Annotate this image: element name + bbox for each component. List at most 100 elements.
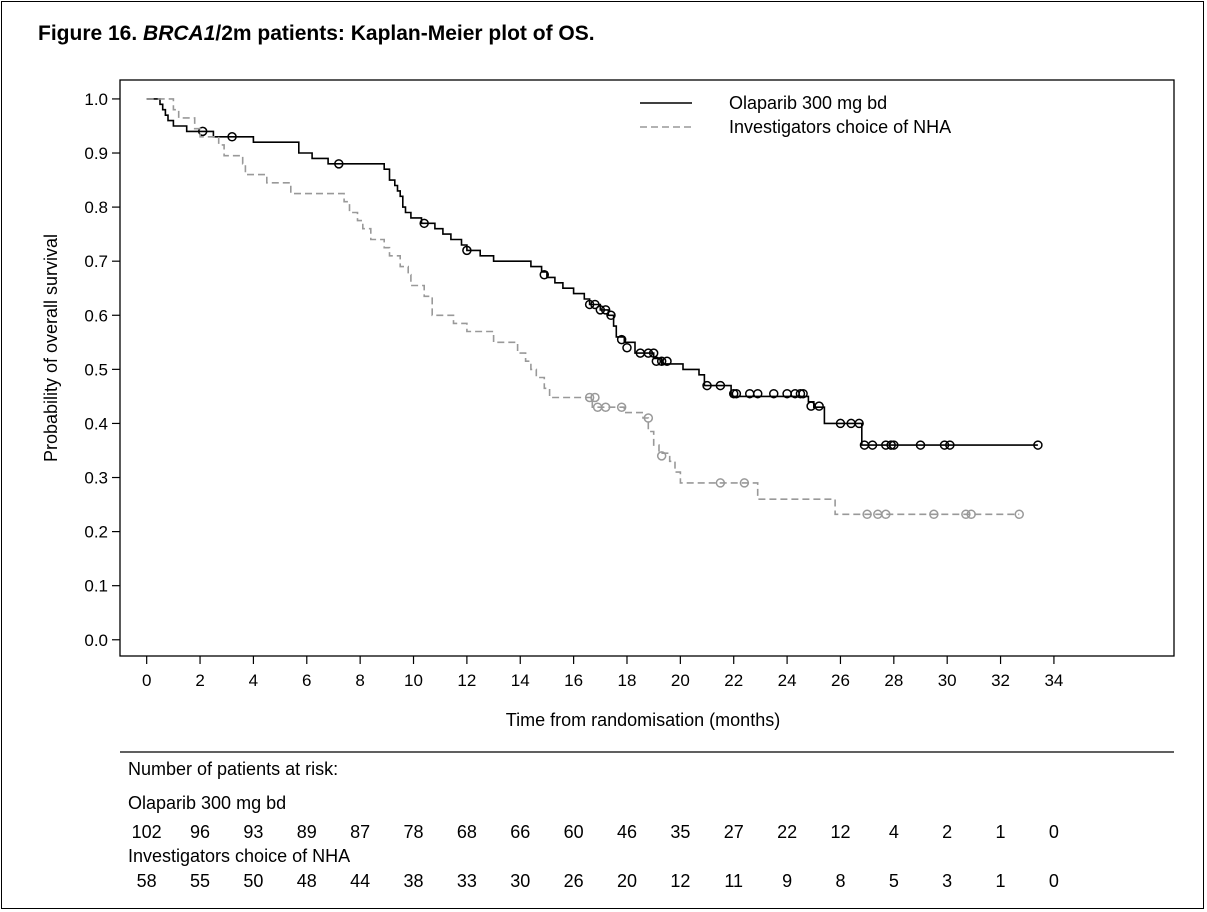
censor-mark <box>616 334 627 345</box>
censor-mark <box>798 388 808 399</box>
y-tick-label: 0.1 <box>84 577 108 596</box>
censor-mark <box>889 440 899 450</box>
censor-mark <box>662 356 672 366</box>
y-tick-label: 0.6 <box>84 306 108 325</box>
censor-mark <box>419 218 429 229</box>
censor-mark <box>656 451 667 461</box>
at-risk-count: 11 <box>724 871 743 891</box>
censor-mark <box>616 402 627 412</box>
at-risk-count: 96 <box>190 822 210 842</box>
at-risk-count: 1 <box>996 822 1006 842</box>
at-risk-count: 102 <box>132 822 162 842</box>
figure-title-italic: BRCA1 <box>143 22 216 45</box>
at-risk-count: 22 <box>777 822 797 842</box>
at-risk-count: 66 <box>510 822 530 842</box>
y-tick-label: 0.8 <box>84 198 108 217</box>
censor-mark <box>702 380 712 391</box>
censor-mark <box>643 348 654 358</box>
legend-label-0: Olaparib 300 mg bd <box>729 93 887 113</box>
at-risk-count: 0 <box>1049 871 1059 891</box>
at-risk-count: 46 <box>617 822 637 842</box>
censor-mark <box>1014 509 1024 520</box>
at-risk-count: 68 <box>457 822 477 842</box>
censor-mark <box>715 380 726 391</box>
at-risk-count: 5 <box>889 871 899 891</box>
censor-mark <box>1033 440 1043 450</box>
x-tick-label: 32 <box>991 671 1010 690</box>
x-tick-label: 10 <box>404 671 423 690</box>
censor-mark <box>966 509 976 520</box>
at-risk-count: 87 <box>350 822 370 842</box>
censor-mark <box>584 299 595 310</box>
at-risk-count: 0 <box>1049 822 1059 842</box>
at-risk-count: 89 <box>297 822 317 842</box>
at-risk-count: 50 <box>243 871 263 891</box>
y-tick-label: 0.9 <box>84 144 108 163</box>
x-axis-label: Time from randomisation (months) <box>506 710 780 730</box>
x-tick-label: 2 <box>195 671 204 690</box>
at-risk-count: 35 <box>670 822 690 842</box>
censor-mark <box>886 440 896 450</box>
censor-mark <box>814 401 824 411</box>
at-risk-count: 30 <box>510 871 530 891</box>
at-risk-count: 12 <box>670 871 690 891</box>
y-axis: 0.0 0.1 0.2 0.3 0.4 0.5 0.6 0.7 0.8 0.9 1.0 <box>84 90 120 650</box>
at-risk-count: 1 <box>996 871 1006 891</box>
series-layer <box>146 98 1043 520</box>
censor-mark <box>648 348 659 358</box>
y-tick-label: 0.0 <box>84 631 108 650</box>
y-tick-label: 0.2 <box>84 523 108 542</box>
y-tick-label: 1.0 <box>84 90 108 109</box>
censor-mark <box>915 440 926 450</box>
y-tick-label: 0.4 <box>84 414 108 433</box>
censor-mark <box>606 310 616 321</box>
censor-mark <box>590 299 600 310</box>
at-risk-count: 4 <box>889 822 899 842</box>
at-risk-count: 58 <box>137 871 157 891</box>
x-tick-label: 18 <box>618 671 637 690</box>
at-risk-group-label-1: Investigators choice of NHA <box>128 846 350 866</box>
censor-mark <box>651 356 662 366</box>
censor-mark <box>961 509 971 520</box>
censor-mark <box>600 305 611 315</box>
x-tick-label: 30 <box>938 671 957 690</box>
at-risk-count: 9 <box>782 871 792 891</box>
x-tick-label: 14 <box>511 671 530 690</box>
censor-mark <box>728 388 739 399</box>
y-tick-label: 0.5 <box>84 360 108 379</box>
at-risk-count: 3 <box>942 871 952 891</box>
at-risk-heading: Number of patients at risk: <box>128 759 338 779</box>
x-tick-label: 22 <box>724 671 743 690</box>
censor-mark <box>862 509 872 520</box>
x-tick-label: 34 <box>1044 671 1063 690</box>
censor-mark <box>334 159 344 169</box>
x-tick-label: 26 <box>831 671 850 690</box>
censor-mark <box>600 402 611 412</box>
censor-mark <box>939 440 950 450</box>
at-risk-count: 93 <box>243 822 263 842</box>
x-tick-label: 20 <box>671 671 690 690</box>
series-1 <box>146 98 1024 520</box>
legend-label-1: Investigators choice of NHA <box>729 117 951 137</box>
x-tick-label: 4 <box>249 671 258 690</box>
censor-mark <box>656 356 667 366</box>
legend: Olaparib 300 mg bd Investigators choice o… <box>640 93 951 137</box>
at-risk-count: 12 <box>830 822 850 842</box>
plot-area-border <box>119 79 1175 657</box>
censor-mark <box>835 418 846 429</box>
figure-title-prefix: Figure 16. <box>38 22 144 45</box>
at-risk-count: 8 <box>835 871 845 891</box>
at-risk-count: 38 <box>404 871 424 891</box>
censor-mark <box>739 478 750 488</box>
at-risk-count: 60 <box>564 822 584 842</box>
censor-mark <box>462 245 472 256</box>
censor-mark <box>590 392 600 403</box>
at-risk-group-label-0: Olaparib 300 mg bd <box>128 793 286 813</box>
x-tick-label: 24 <box>778 671 797 690</box>
censor-mark <box>945 440 955 450</box>
y-tick-label: 0.7 <box>84 252 108 271</box>
censor-mark <box>584 392 595 403</box>
x-tick-label: 6 <box>302 671 311 690</box>
